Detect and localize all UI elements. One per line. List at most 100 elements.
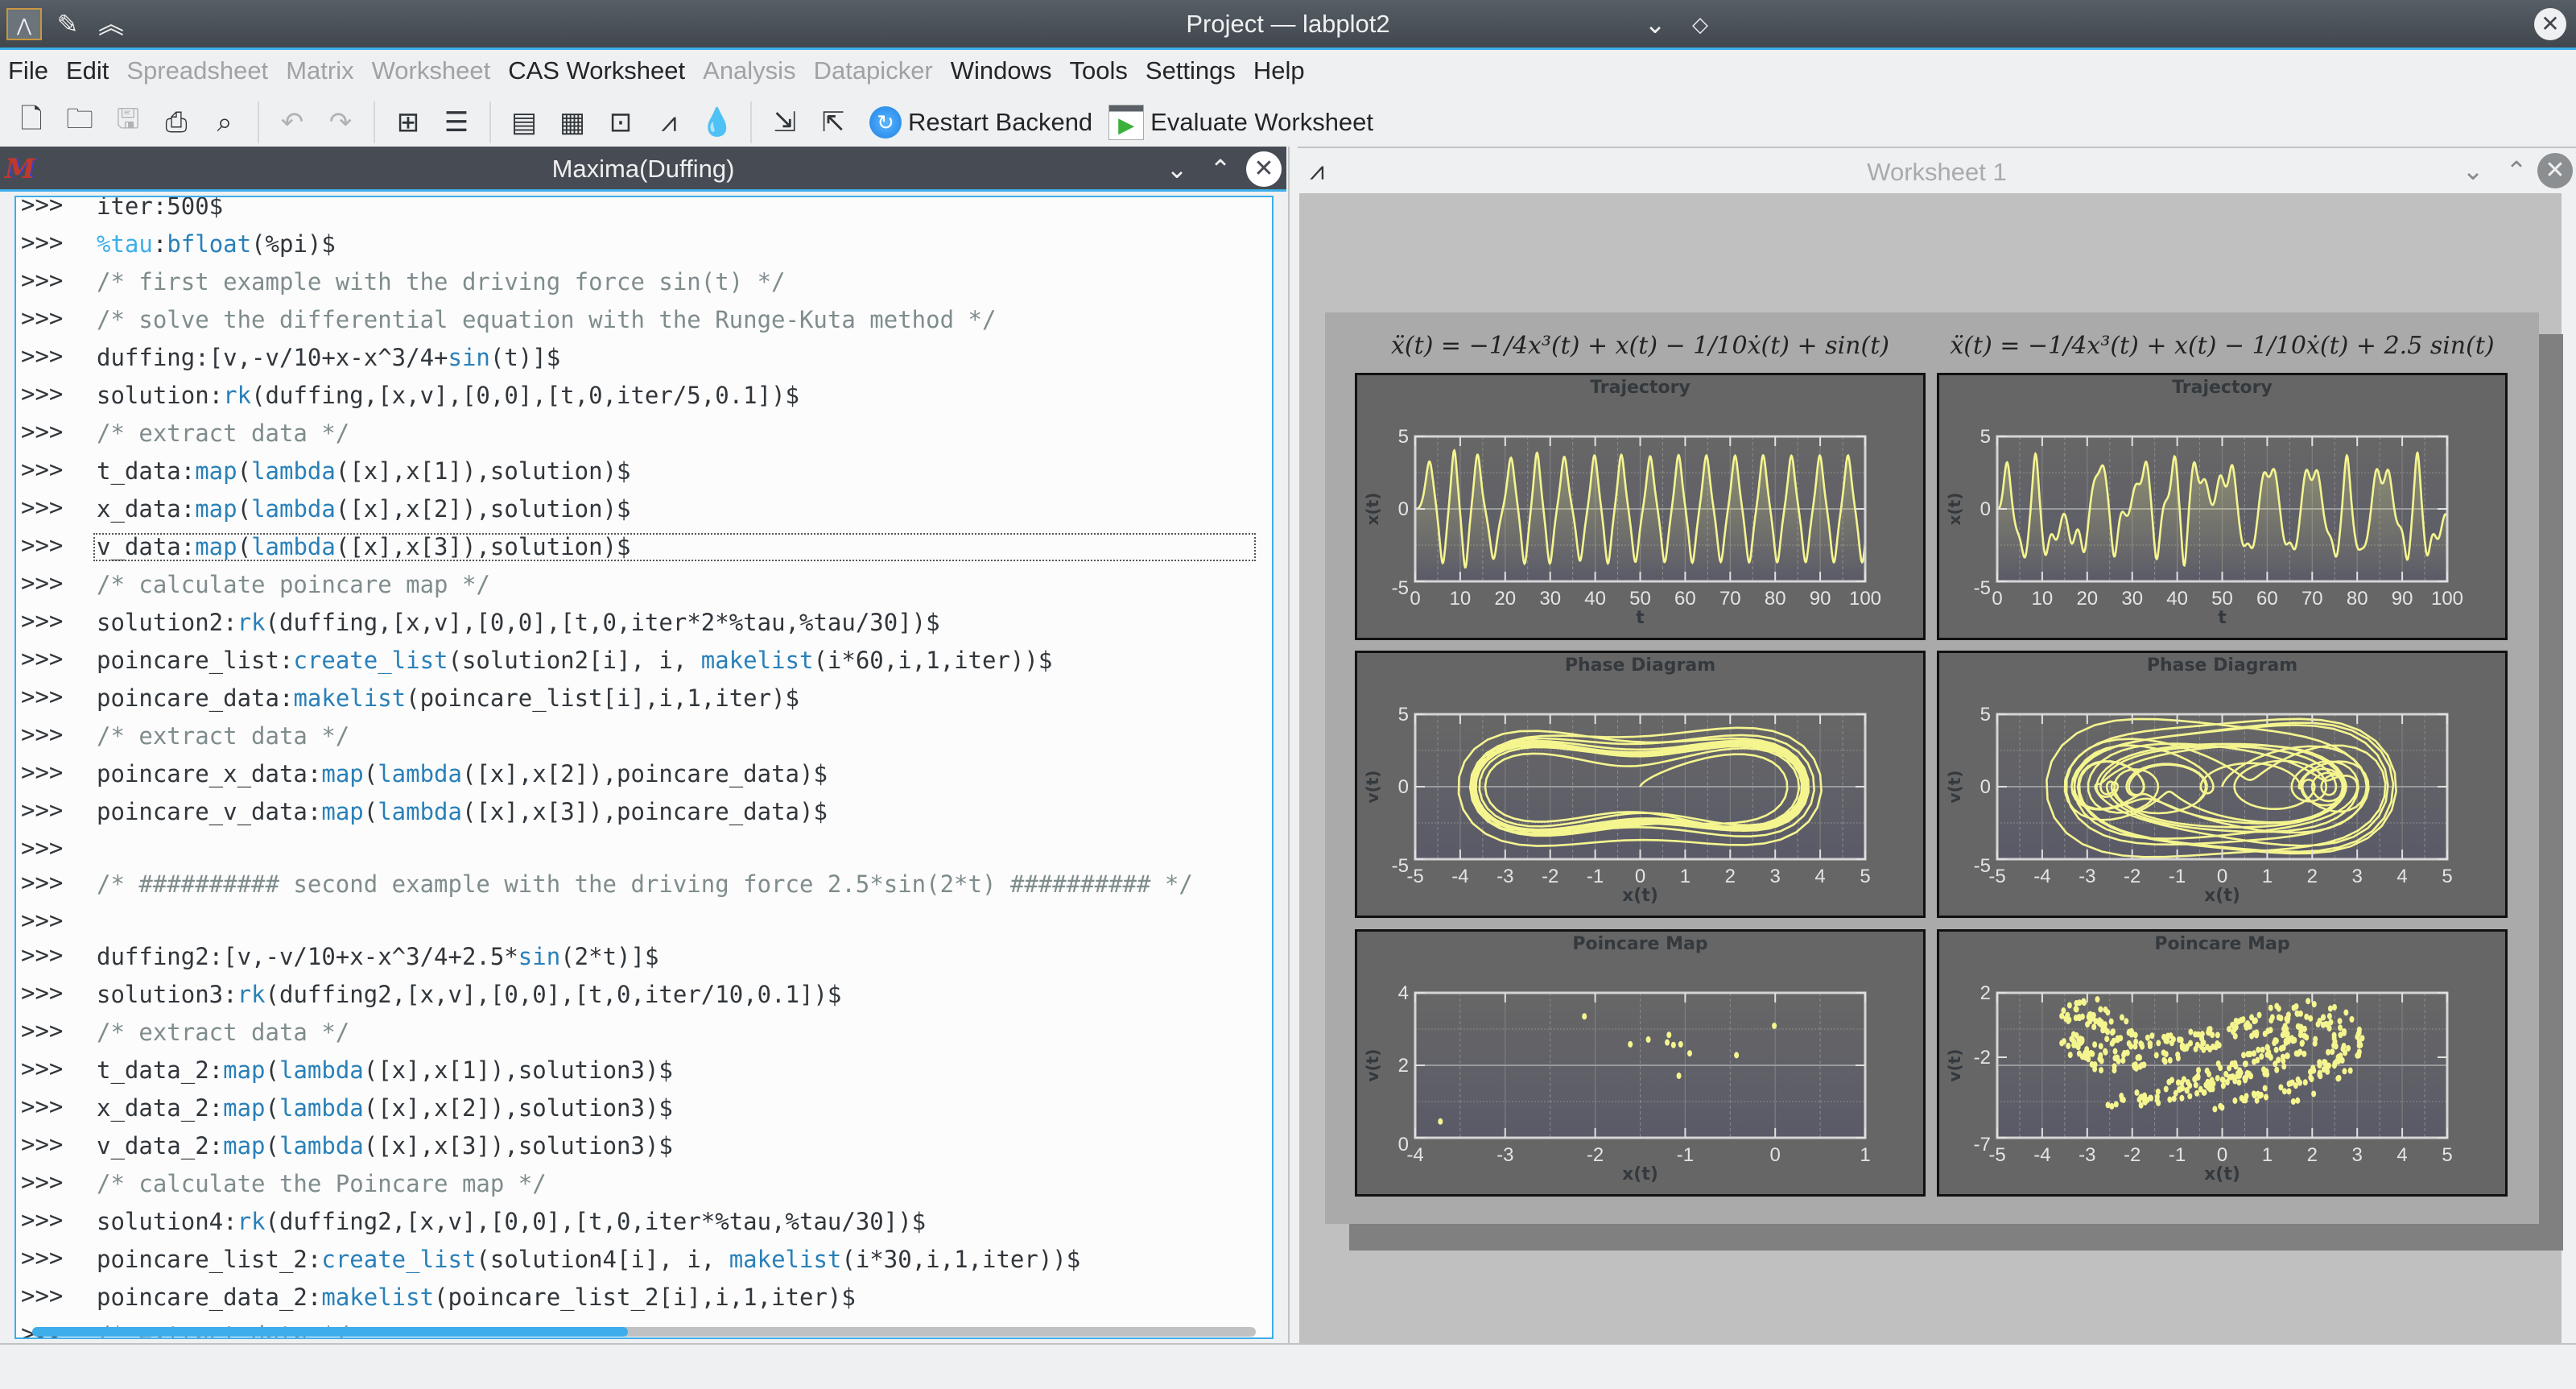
command-entry[interactable]: >>> poincare_data:makelist(poincare_list[… — [16, 680, 1256, 717]
command-entry[interactable]: >>> x_data_2:map(lambda([x],x[2]),solutio… — [16, 1089, 1256, 1127]
command-text[interactable]: t_data:map(lambda([x],x[1]),solution)$ — [93, 457, 1236, 486]
menu-settings[interactable]: Settings — [1145, 56, 1236, 85]
command-text[interactable]: solution3:rk(duffing2,[x,v],[0,0],[t,0,i… — [93, 981, 1236, 1009]
restart-backend-button[interactable]: ↻ Restart Backend — [869, 106, 1092, 138]
close-panel-icon[interactable]: ✕ — [1246, 151, 1282, 187]
command-text[interactable]: solution2:rk(duffing,[x,v],[0,0],[t,0,it… — [93, 609, 1236, 637]
print-icon[interactable]: ⎙ — [165, 106, 188, 138]
export-icon[interactable]: ⇱ — [821, 107, 845, 138]
command-text[interactable]: /* calculate poincare map */ — [93, 571, 1236, 599]
command-text[interactable]: duffing2:[v,-v/10+x-x^3/4+2.5*sin(2*t)]$ — [93, 943, 1236, 971]
command-text[interactable]: poincare_x_data:map(lambda([x],x[2]),poi… — [93, 760, 1236, 788]
import-icon[interactable]: ⇲ — [773, 107, 797, 138]
command-entry[interactable]: >>> poincare_x_data:map(lambda([x],x[2]),… — [16, 755, 1256, 793]
menu-cas-worksheet[interactable]: CAS Worksheet — [508, 56, 686, 85]
new-spreadsheet-icon[interactable]: ▦ — [559, 107, 586, 138]
command-entry[interactable]: >>> /* calculate poincare map */ — [16, 566, 1256, 604]
evaluate-worksheet-button[interactable]: ▶ Evaluate Worksheet — [1108, 105, 1373, 140]
command-text[interactable]: x_data_2:map(lambda([x],x[2]),solution3)… — [93, 1094, 1236, 1122]
chevron-down-icon[interactable]: ⌄ — [1166, 155, 1188, 184]
maximize-icon[interactable]: ◇ — [1692, 12, 1708, 36]
command-entry[interactable]: >>> duffing2:[v,-v/10+x-x^3/4+2.5*sin(2*t… — [16, 938, 1256, 976]
close-icon[interactable]: ✕ — [2534, 8, 2566, 40]
command-text[interactable] — [93, 836, 1236, 861]
command-text[interactable]: /* extract data */ — [93, 1019, 1236, 1047]
menu-windows[interactable]: Windows — [950, 56, 1052, 85]
command-entry[interactable]: >>> /* solve the differential equation wi… — [16, 301, 1256, 339]
new-matrix-icon[interactable]: ⊡ — [609, 107, 633, 138]
menu-matrix[interactable]: Matrix — [286, 56, 354, 85]
phase-diagram-plot-2[interactable]: Phase Diagram -5 -4 -3 -2 -1 0 1 2 3 4 5 -5 0 5 x(t) v(t… — [1937, 651, 2508, 918]
command-text[interactable]: /* ########## second example with the dr… — [93, 870, 1236, 899]
labplot-app-icon[interactable]: ⋀ — [6, 8, 42, 40]
command-entry[interactable]: >>> /* extract data */ — [16, 717, 1256, 755]
print-preview-icon[interactable]: ⌕ — [217, 106, 233, 138]
close-panel-icon[interactable]: ✕ — [2537, 153, 2573, 188]
poincare-map-plot-2[interactable]: Poincare Map -5 -4 -3 -2 -1 0 1 2 3 4 5 -7 -2 2 x(t) v(t… — [1937, 929, 2508, 1197]
command-entry[interactable]: >>> v_data:map(lambda([x],x[3]),solution)… — [16, 528, 1256, 566]
command-text[interactable]: v_data:map(lambda([x],x[3]),solution)$ — [93, 533, 1256, 561]
trajectory-plot-1[interactable]: Trajectory 0 10 20 30 40 50 60 70 80 90 100 -5 0 5 t x(t… — [1355, 373, 1926, 640]
command-entry[interactable]: >>> /* first example with the driving for… — [16, 263, 1256, 301]
menu-datapicker[interactable]: Datapicker — [813, 56, 933, 85]
new-datapicker-icon[interactable]: 💧 — [700, 107, 735, 138]
chevron-up-icon[interactable]: ⌃ — [2505, 156, 2528, 185]
redo-icon[interactable]: ↷ — [328, 107, 353, 138]
trajectory-plot-2[interactable]: Trajectory 0 10 20 30 40 50 60 70 80 90 100 -5 0 5 t x(t… — [1937, 373, 2508, 640]
undo-icon[interactable]: ↶ — [280, 107, 304, 138]
menu-worksheet[interactable]: Worksheet — [371, 56, 491, 85]
worksheet-page[interactable]: ẍ(t) = −1/4x³(t) + x(t) − 1/10ẋ(t) + sin… — [1325, 312, 2539, 1224]
command-entry[interactable]: >>> solution2:rk(duffing,[x,v],[0,0],[t,0… — [16, 604, 1256, 642]
minimize-icon[interactable]: ⌄ — [1644, 10, 1666, 39]
command-entry[interactable]: >>> — [16, 903, 1256, 938]
menu-spreadsheet[interactable]: Spreadsheet — [126, 56, 269, 85]
menu-help[interactable]: Help — [1253, 56, 1305, 85]
command-text[interactable]: t_data_2:map(lambda([x],x[1]),solution3)… — [93, 1056, 1236, 1085]
command-text[interactable]: /* first example with the driving force … — [93, 268, 1236, 296]
command-entry[interactable]: >>> t_data:map(lambda([x],x[1]),solution)… — [16, 453, 1256, 490]
command-entry[interactable]: >>> poincare_list:create_list(solution2[i… — [16, 642, 1256, 680]
command-text[interactable]: v_data_2:map(lambda([x],x[3]),solution3)… — [93, 1132, 1236, 1160]
open-project-icon[interactable]: 🗀 — [66, 103, 93, 134]
new-notes-icon[interactable]: ▤ — [510, 107, 538, 138]
command-entry[interactable]: >>> /* ########## second example with the… — [16, 866, 1256, 903]
command-entry[interactable]: >>> %tau:bfloat(%pi)$ — [16, 225, 1256, 263]
command-entry[interactable]: >>> poincare_data_2:makelist(poincare_lis… — [16, 1279, 1256, 1317]
command-text[interactable]: x_data:map(lambda([x],x[2]),solution)$ — [93, 495, 1236, 523]
command-entry[interactable]: >>> solution:rk(duffing,[x,v],[0,0],[t,0,… — [16, 377, 1256, 415]
poincare-map-plot-1[interactable]: Poincare Map -4 -3 -2 -1 0 1 0 2 4 x(t) v(t) — [1355, 929, 1926, 1197]
command-entry[interactable]: >>> /* extract data */ — [16, 415, 1256, 453]
command-entry[interactable]: >>> solution3:rk(duffing2,[x,v],[0,0],[t,… — [16, 976, 1256, 1014]
command-text[interactable]: solution4:rk(duffing2,[x,v],[0,0],[t,0,i… — [93, 1208, 1236, 1236]
pin-icon[interactable]: ✎ — [56, 10, 79, 39]
scrollbar-thumb[interactable] — [32, 1327, 628, 1337]
cas-worksheet-editor[interactable]: >>> iter:500$ >>> %tau:bfloat(%pi)$ >>> /* fi… — [14, 196, 1274, 1339]
command-entry[interactable]: >>> solution4:rk(duffing2,[x,v],[0,0],[t,… — [16, 1203, 1256, 1241]
command-text[interactable]: duffing:[v,-v/10+x-x^3/4+sin(t)]$ — [93, 344, 1236, 372]
new-project-icon[interactable]: 🗋 — [20, 103, 43, 134]
command-entry[interactable]: >>> x_data:map(lambda([x],x[2]),solution)… — [16, 490, 1256, 528]
command-entry[interactable]: >>> duffing:[v,-v/10+x-x^3/4+sin(t)]$ — [16, 339, 1256, 377]
save-icon[interactable]: 🖫 — [116, 103, 140, 134]
command-entry[interactable]: >>> t_data_2:map(lambda([x],x[1]),solutio… — [16, 1052, 1256, 1089]
command-text[interactable] — [93, 908, 1236, 933]
command-text[interactable]: /* extract data */ — [93, 722, 1236, 750]
command-text[interactable]: poincare_data_2:makelist(poincare_list_2… — [93, 1284, 1236, 1312]
phase-diagram-plot-1[interactable]: Phase Diagram -5 -4 -3 -2 -1 0 1 2 3 4 5 -5 0 5 x(t) v(t… — [1355, 651, 1926, 918]
command-entry[interactable]: >>> poincare_list_2:create_list(solution4… — [16, 1241, 1256, 1279]
menu-tools[interactable]: Tools — [1069, 56, 1128, 85]
new-worksheet-icon[interactable]: ⩘ — [661, 106, 677, 138]
keep-above-icon[interactable]: ︽ — [97, 10, 124, 39]
command-text[interactable]: poincare_list_2:create_list(solution4[i]… — [93, 1246, 1236, 1274]
new-workbook-icon[interactable]: ☰ — [444, 107, 469, 138]
command-entry[interactable]: >>> /* calculate the Poincare map */ — [16, 1165, 1256, 1203]
new-folder-icon[interactable]: ⊞ — [396, 107, 420, 138]
command-text[interactable]: poincare_data:makelist(poincare_list[i],… — [93, 684, 1236, 713]
command-entry[interactable]: >>> iter:500$ — [16, 197, 1256, 225]
menu-file[interactable]: File — [8, 56, 48, 85]
command-text[interactable]: poincare_list:create_list(solution2[i], … — [93, 647, 1236, 675]
command-text[interactable]: %tau:bfloat(%pi)$ — [93, 230, 1236, 258]
command-text[interactable]: /* solve the differential equation with … — [93, 306, 1236, 334]
panel-splitter[interactable] — [1288, 147, 1290, 1343]
chevron-up-icon[interactable]: ⌃ — [1209, 155, 1232, 184]
